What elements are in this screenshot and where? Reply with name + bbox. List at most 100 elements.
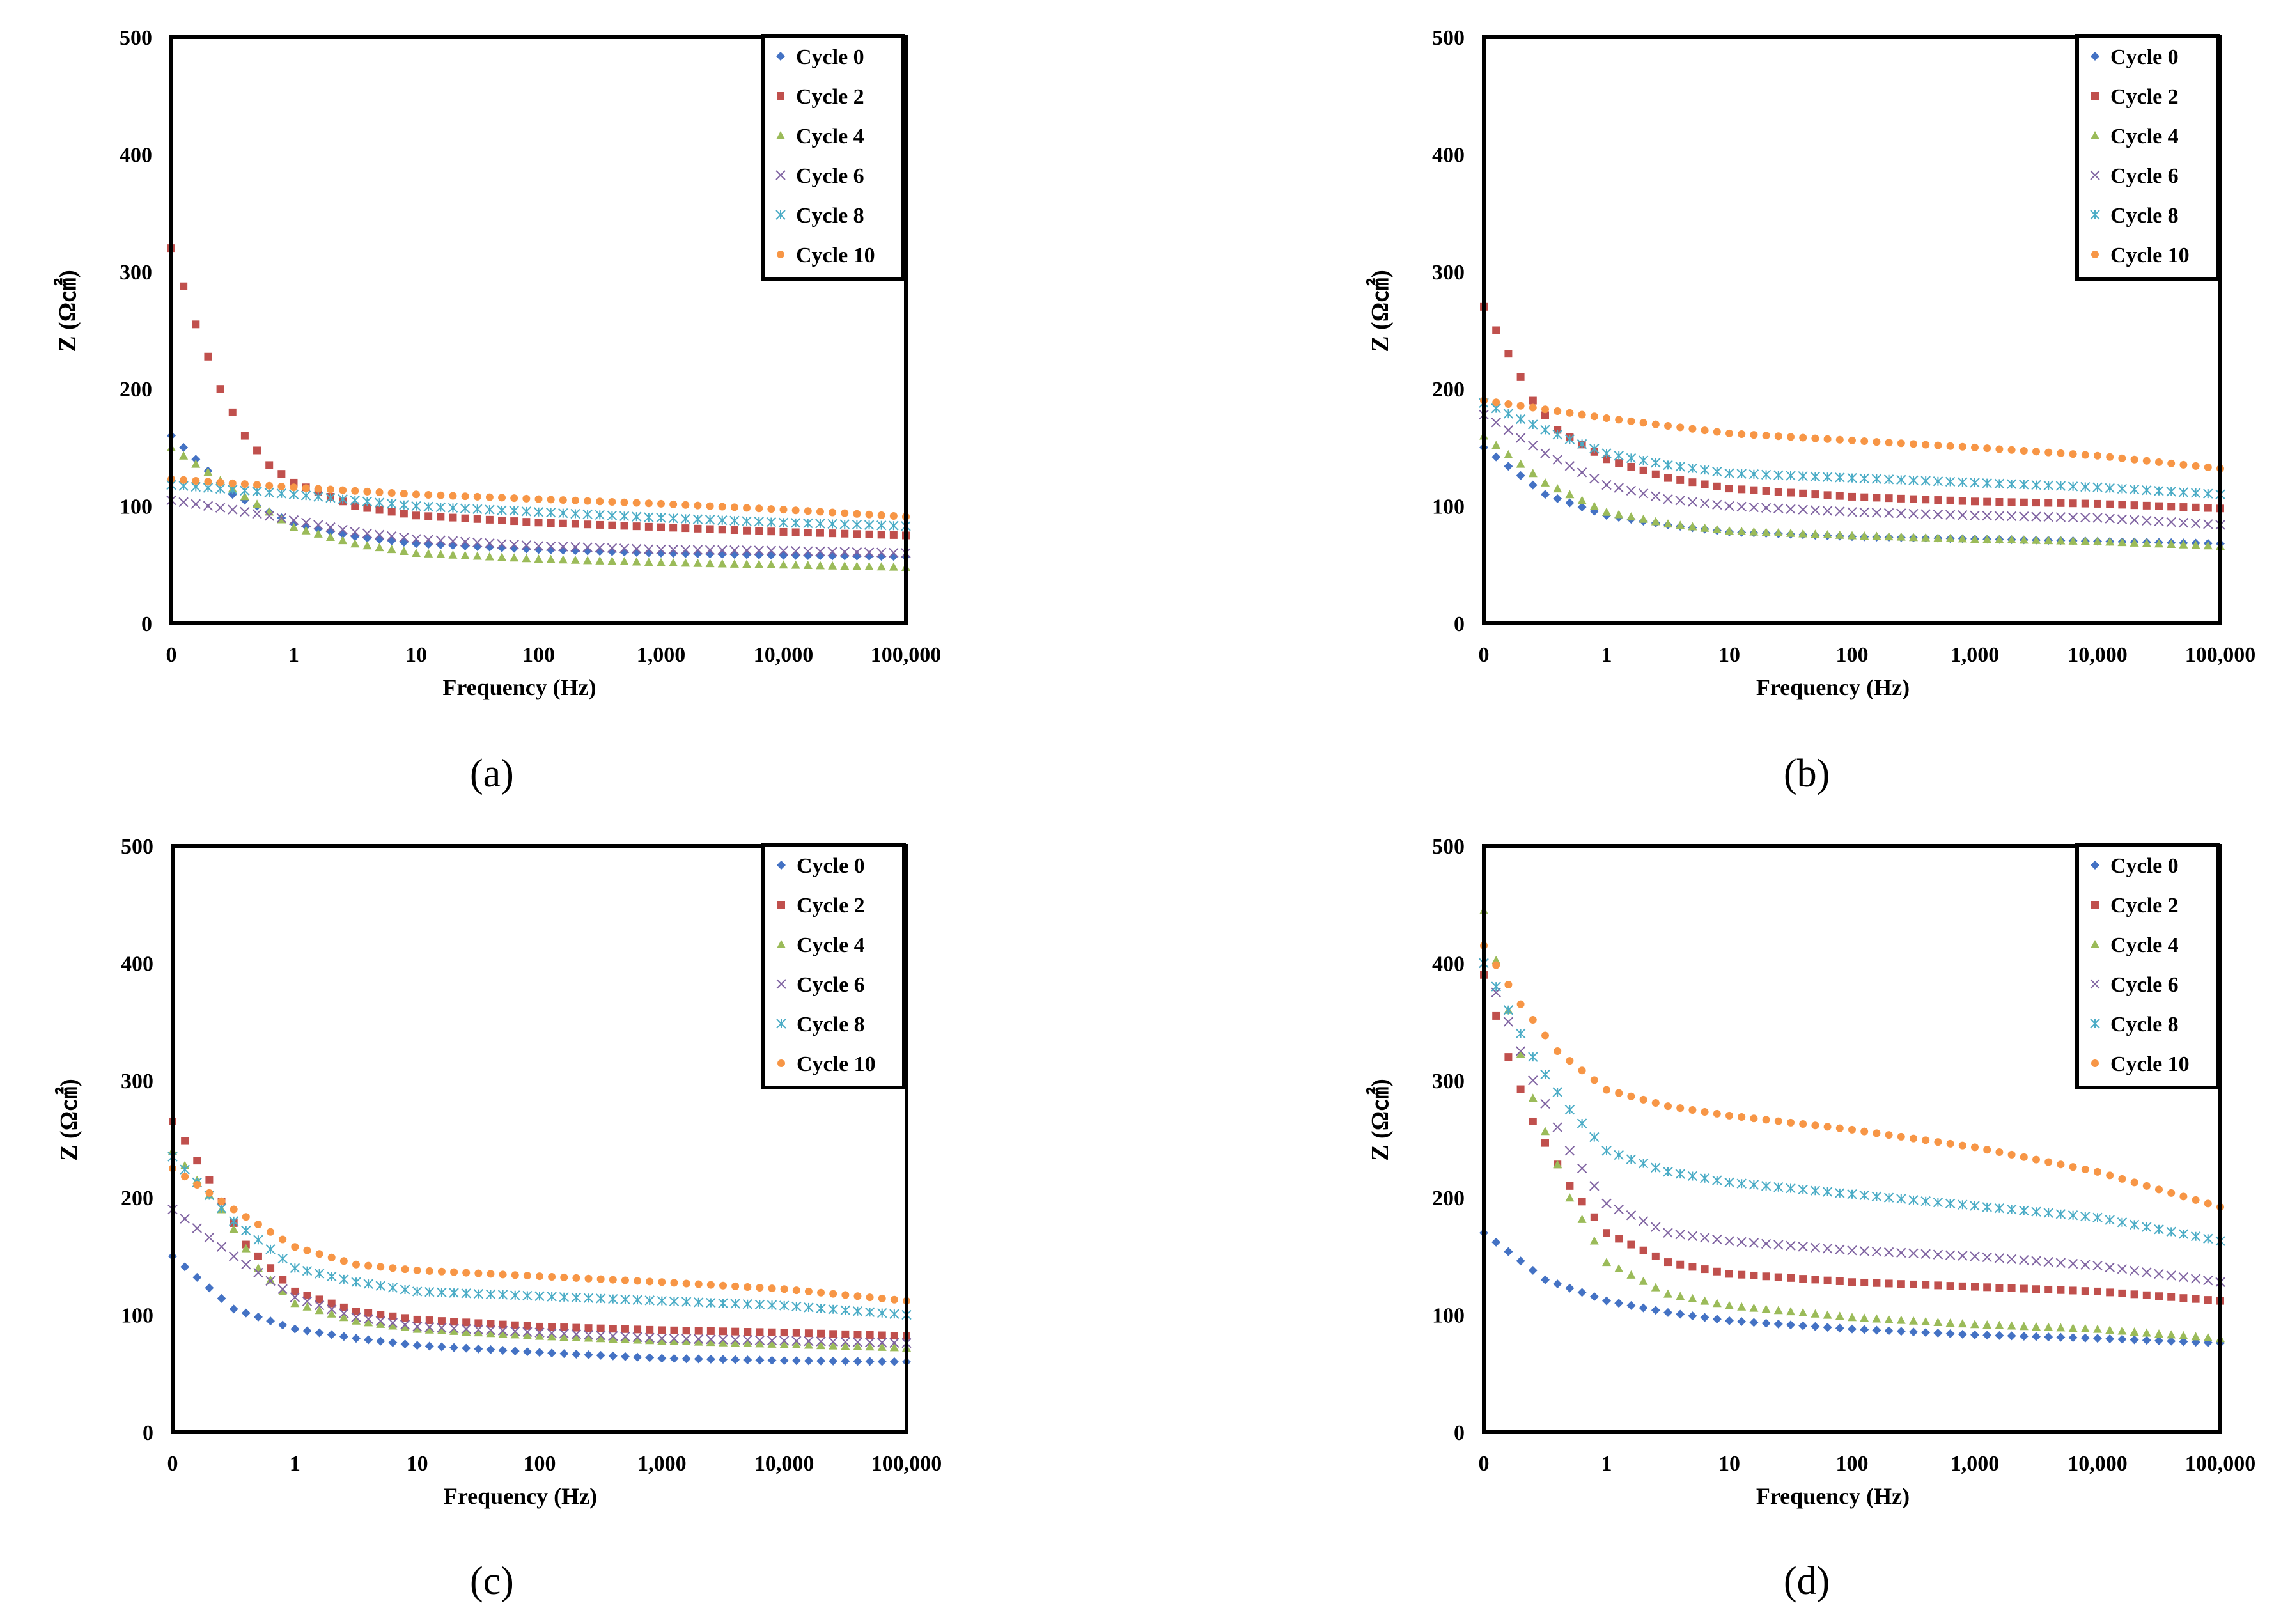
series-cycle-0 (168, 1251, 911, 1366)
data-point (583, 546, 593, 556)
data-point (853, 530, 861, 538)
data-point (1540, 448, 1550, 458)
data-point (1564, 1146, 1575, 1156)
legend-label: Cycle 6 (797, 973, 865, 997)
data-point (571, 496, 579, 504)
data-point (1873, 1279, 1881, 1287)
data-point (779, 1339, 789, 1348)
data-point (2093, 1324, 2102, 1333)
data-point (228, 1251, 239, 1261)
data-point (2190, 488, 2201, 498)
data-point (681, 1354, 691, 1364)
data-point (595, 510, 605, 520)
data-point (1603, 1086, 1610, 1094)
data-point (631, 543, 642, 554)
data-point (460, 541, 470, 550)
data-point (547, 1348, 557, 1358)
data-point (1589, 473, 1600, 484)
data-point (510, 1290, 520, 1300)
data-point (827, 519, 837, 529)
x-axis-title: Frequency (Hz) (1756, 1483, 1910, 1509)
data-point (803, 561, 813, 570)
data-point (658, 1278, 666, 1286)
data-point (325, 522, 336, 533)
data-point (829, 1341, 838, 1350)
data-point (240, 432, 249, 440)
data-point (634, 1277, 642, 1285)
legend-marker (2091, 1059, 2099, 1067)
data-point (2203, 541, 2213, 550)
data-point (1811, 1276, 1819, 1284)
data-point (1564, 461, 1575, 471)
y-axis-title: Z (Ω㎠) (1366, 1079, 1394, 1161)
data-point (510, 1347, 520, 1356)
data-point (706, 1327, 715, 1335)
data-point (2069, 499, 2077, 508)
x-tick-label: 0 (167, 1452, 178, 1476)
data-point (804, 1287, 813, 1295)
data-point (290, 1263, 300, 1273)
data-point (460, 536, 471, 547)
data-point (1615, 459, 1623, 467)
data-point (242, 1213, 250, 1221)
data-point (853, 510, 861, 518)
data-point (840, 551, 850, 561)
data-point (1945, 1318, 1955, 1327)
data-point (767, 505, 775, 513)
data-point (754, 1335, 765, 1345)
data-point (1553, 1160, 1562, 1169)
data-point (1492, 961, 1500, 969)
data-point (1822, 1187, 1833, 1197)
data-point (424, 1341, 434, 1351)
data-point (2129, 1219, 2140, 1230)
data-point (1614, 1204, 1624, 1215)
data-point (436, 549, 446, 558)
data-point (521, 540, 532, 550)
y-tick-label: 500 (121, 835, 153, 859)
data-point (1699, 1173, 1710, 1183)
data-point (1603, 414, 1610, 423)
data-point (1701, 1107, 1709, 1116)
data-point (1750, 431, 1758, 439)
legend-label: Cycle 0 (796, 45, 864, 69)
data-point (313, 529, 323, 538)
data-point (608, 1293, 618, 1304)
data-point (437, 1287, 447, 1298)
legend-marker (777, 901, 785, 909)
data-point (521, 506, 532, 517)
data-point (1614, 1299, 1624, 1308)
data-point (2204, 463, 2212, 471)
data-point (584, 1274, 593, 1283)
data-point (2130, 1178, 2138, 1187)
data-point (1601, 448, 1612, 458)
data-point (449, 1326, 459, 1335)
data-point (620, 1294, 630, 1305)
data-point (1859, 507, 1869, 518)
data-point (510, 494, 518, 503)
legend-marker (777, 251, 784, 258)
data-point (2129, 515, 2140, 525)
data-point (2154, 1269, 2164, 1279)
data-point (1835, 1244, 1845, 1254)
data-point (1688, 478, 1697, 487)
data-point (1529, 1016, 1537, 1024)
data-point (1541, 1139, 1549, 1147)
legend-marker (2090, 1019, 2100, 1029)
data-point (1589, 444, 1600, 454)
data-point (2167, 1293, 2176, 1301)
data-point (1749, 1318, 1759, 1327)
data-point (2068, 1258, 2078, 1269)
x-tick-label: 100,000 (871, 643, 942, 667)
data-point (522, 518, 531, 526)
y-tick-label: 500 (1432, 26, 1465, 50)
data-point (2044, 448, 2053, 457)
data-point (1687, 1231, 1698, 1242)
data-point (424, 549, 433, 558)
data-point (437, 1323, 447, 1333)
data-point (730, 1299, 740, 1309)
legend-marker (2091, 901, 2099, 909)
data-point (1872, 531, 1881, 540)
data-point (717, 545, 728, 556)
data-point (266, 1275, 276, 1284)
data-point (474, 1269, 483, 1277)
